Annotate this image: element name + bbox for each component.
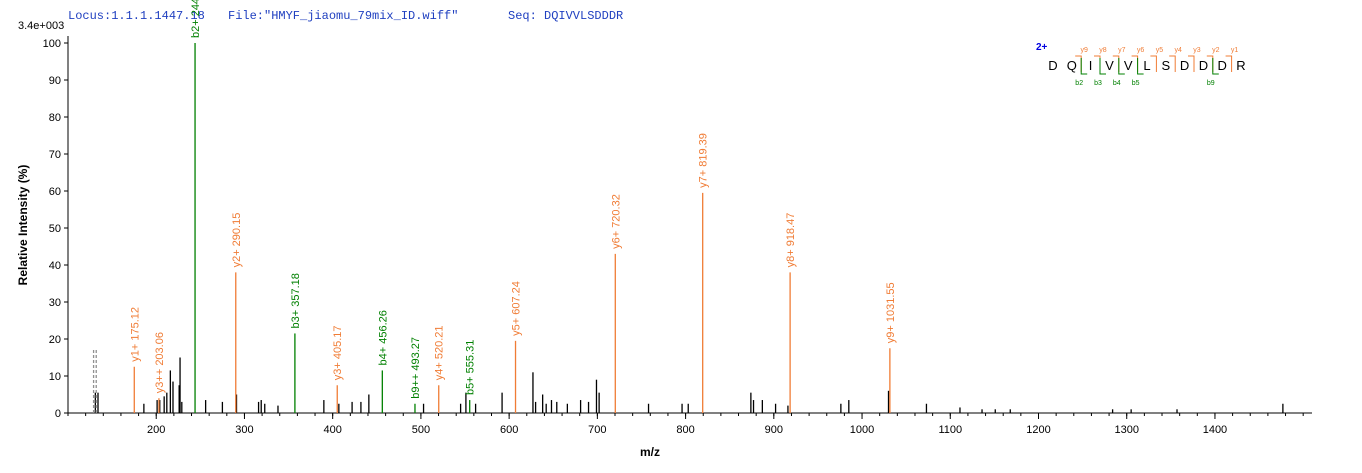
y-bracket (1225, 55, 1233, 72)
y-tick-label: 80 (49, 112, 61, 124)
residue: L (1143, 58, 1150, 73)
peak-label: y1+ 175.12 (129, 307, 141, 362)
peak-label: y3+ 405.17 (332, 326, 344, 381)
residue: D (1180, 58, 1189, 73)
b-ion: b2 (1075, 80, 1083, 87)
residue: I (1089, 58, 1093, 73)
y-ion: y7 (1118, 47, 1126, 54)
peak-label: b2+ 244.0 (190, 0, 202, 38)
x-tick-label: 800 (676, 424, 694, 436)
y-ion: y1 (1231, 47, 1239, 54)
y-bracket (1094, 55, 1101, 72)
y-tick-label: 0 (55, 408, 61, 420)
x-tick-label: 1000 (850, 424, 874, 436)
peak-label: y7+ 819.39 (698, 133, 710, 188)
x-tick-label: 700 (588, 424, 606, 436)
scale-label: 3.4e+003 (18, 20, 64, 32)
b-bracket (1137, 58, 1144, 75)
x-tick-label: 1200 (1026, 424, 1050, 436)
peak-label: y2+ 290.15 (231, 213, 243, 268)
peak-label: y6+ 720.32 (610, 194, 622, 249)
y-bracket (1150, 55, 1157, 72)
y-tick-label: 10 (49, 371, 61, 383)
peak-label: y5+ 607.24 (511, 281, 523, 336)
y-ion: y6 (1137, 47, 1145, 54)
y-tick-label: 90 (49, 75, 61, 87)
y-bracket (1188, 55, 1195, 72)
x-tick-label: 500 (412, 424, 430, 436)
b-ion: b3 (1094, 80, 1102, 87)
y-axis-label: Relative Intensity (%) (16, 165, 30, 286)
y-tick-label: 70 (49, 149, 61, 161)
x-tick-label: 900 (765, 424, 783, 436)
b-bracket (1118, 58, 1125, 75)
y-ion: y5 (1156, 47, 1164, 54)
peak-label: y3++ 203.06 (154, 332, 166, 393)
y-ion: y9 (1080, 47, 1088, 54)
y-ion: y2 (1212, 47, 1220, 54)
x-tick-label: 300 (235, 424, 253, 436)
peak-label: b3+ 357.18 (290, 273, 302, 328)
x-axis-label: m/z (640, 445, 660, 459)
locus: Locus:1.1.1.1447.18 (68, 9, 205, 23)
peak-label: b5+ 555.31 (465, 340, 477, 395)
x-tick-label: 1100 (938, 424, 962, 436)
peak-label: y4+ 520.21 (434, 326, 446, 381)
residue: R (1236, 58, 1245, 73)
y-tick-label: 30 (49, 297, 61, 309)
y-ion: y4 (1174, 47, 1182, 54)
y-tick-label: 60 (49, 186, 61, 198)
peak-label: y8+ 918.47 (785, 213, 797, 268)
residue: D (1199, 58, 1208, 73)
peak-label: b4+ 456.26 (377, 310, 389, 365)
b-bracket (1099, 58, 1106, 75)
residue: D (1218, 58, 1227, 73)
x-tick-label: 1300 (1114, 424, 1138, 436)
residue: D (1048, 58, 1057, 73)
file: File:"HMYF_jiaomu_79mix_ID.wiff" (228, 9, 458, 23)
residue: S (1161, 58, 1170, 73)
b-ion: b5 (1132, 80, 1140, 87)
b-ion: b4 (1113, 80, 1121, 87)
peak-label: y9+ 1031.55 (885, 282, 897, 343)
b-bracket (1080, 58, 1088, 75)
peak-label: b9++ 493.27 (410, 337, 422, 399)
y-ion: y8 (1099, 47, 1107, 54)
b-bracket (1212, 58, 1219, 75)
x-tick-label: 1400 (1203, 424, 1227, 436)
sequence-label: Seq: DQIVVLSDDDR (508, 9, 623, 23)
x-tick-label: 600 (500, 424, 518, 436)
charge: 2+ (1036, 42, 1048, 53)
residue: Q (1067, 58, 1077, 73)
y-tick-label: 50 (49, 223, 61, 235)
y-tick-label: 40 (49, 260, 61, 272)
x-tick-label: 400 (324, 424, 342, 436)
y-ion: y3 (1193, 47, 1201, 54)
y-tick-label: 20 (49, 334, 61, 346)
y-tick-label: 100 (43, 38, 61, 50)
residue: V (1105, 58, 1114, 73)
residue: V (1124, 58, 1133, 73)
b-ion: b9 (1207, 80, 1215, 87)
x-tick-label: 200 (147, 424, 165, 436)
y-bracket (1169, 55, 1176, 72)
